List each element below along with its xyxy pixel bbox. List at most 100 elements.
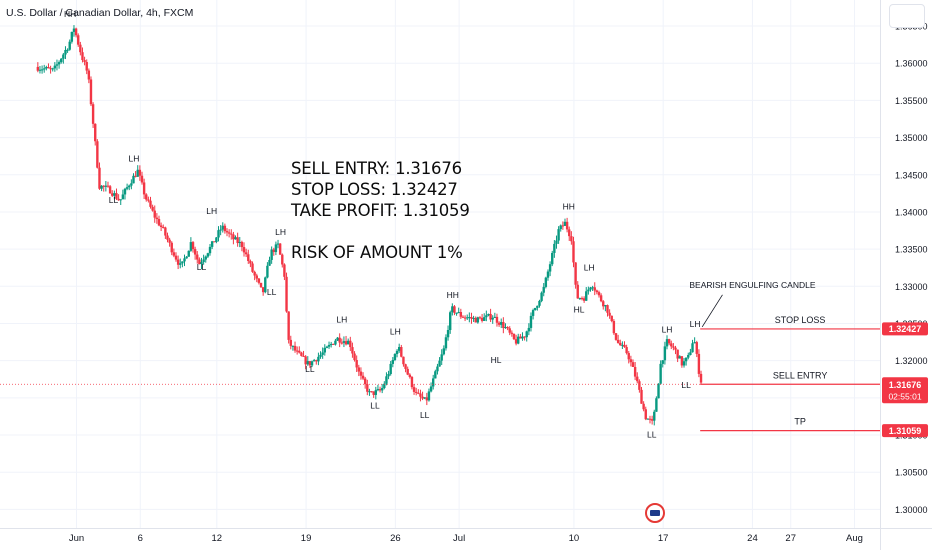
candle-body	[602, 301, 605, 307]
swing-label: LH	[662, 324, 673, 334]
sell-entry-text: SELL ENTRY: 1.31676	[291, 159, 462, 178]
bearish-engulfing-arrow	[701, 294, 723, 328]
candle-body	[434, 371, 437, 379]
risk-text: RISK OF AMOUNT 1%	[291, 243, 463, 262]
candle-body	[631, 362, 635, 367]
candle-body	[659, 363, 662, 384]
candle-body	[164, 227, 167, 236]
candle-body	[285, 276, 288, 312]
candle-body	[166, 235, 169, 240]
candle-body	[200, 262, 203, 265]
candle-body	[304, 356, 307, 365]
candle-body	[213, 241, 216, 243]
candle-body	[404, 364, 407, 369]
candle-body	[380, 388, 384, 391]
price-tick-label: 1.32000	[895, 356, 928, 366]
candle-body	[332, 343, 335, 345]
candle-body	[94, 123, 97, 142]
swing-label: LL	[420, 410, 430, 420]
candle-body	[410, 376, 414, 388]
candle-body	[193, 249, 197, 255]
stop-loss-text: STOP LOSS: 1.32427	[291, 180, 458, 199]
swing-label: LH	[336, 315, 347, 325]
candle-body	[217, 230, 220, 238]
candle-body	[45, 67, 48, 69]
candle-body	[77, 35, 80, 45]
time-tick-label: 26	[390, 533, 401, 544]
candle-body	[599, 295, 603, 302]
candle-body	[540, 292, 543, 301]
candle-body	[289, 339, 292, 346]
candle-body	[251, 263, 254, 272]
candle-body	[576, 284, 579, 299]
candle-body	[676, 349, 679, 359]
candle-body	[597, 292, 601, 296]
candle-body	[87, 70, 91, 80]
time-axis[interactable]: Jun 6 12 19 26 Jul 10 17 24 27 Aug	[0, 528, 932, 545]
price-axis[interactable]: 1.300001.305001.310001.315001.320001.325…	[880, 0, 928, 550]
candle-body	[187, 250, 190, 257]
candle-body	[510, 332, 514, 334]
trade-levels: STOP LOSS SELL ENTRY TP	[0, 315, 880, 432]
candle-body	[431, 378, 435, 387]
candle-body	[43, 68, 46, 70]
candle-body	[270, 249, 273, 260]
author-logo-icon[interactable]	[645, 503, 665, 523]
price-tick-label: 1.36000	[895, 59, 928, 69]
candle-body	[406, 368, 409, 375]
candle-body	[47, 67, 50, 69]
candle-body	[565, 221, 569, 230]
candle-body	[349, 340, 352, 348]
candle-body	[391, 360, 395, 364]
swing-label: LH	[206, 206, 217, 216]
candle-body	[236, 237, 239, 244]
candle-body	[591, 287, 594, 289]
candle-body	[55, 64, 59, 66]
swing-label: LH	[584, 263, 595, 273]
candle-body	[189, 242, 193, 251]
candle-body	[306, 361, 309, 365]
candle-body	[621, 344, 624, 346]
candle-body	[329, 343, 333, 345]
candle-body	[355, 360, 358, 368]
candle-body	[519, 336, 522, 339]
swing-label: HL	[491, 355, 502, 365]
candle-body	[185, 256, 188, 259]
candle-body	[438, 360, 441, 367]
candle-body	[453, 306, 456, 313]
candle-body	[257, 278, 261, 283]
candle-body	[157, 219, 161, 226]
stop-loss-price-tag: 1.32427	[889, 324, 922, 334]
candle-body	[242, 247, 246, 253]
candle-body	[414, 391, 418, 393]
candle-body	[580, 298, 584, 300]
candle-body	[315, 360, 318, 362]
candle-body	[283, 264, 286, 277]
candle-body	[610, 315, 613, 322]
candle-body	[162, 227, 165, 229]
candle-body	[572, 241, 575, 263]
candle-body	[359, 371, 363, 376]
candle-body	[444, 337, 448, 349]
chart-menu-button[interactable]	[889, 4, 925, 28]
candle-body	[512, 333, 516, 340]
candle-body	[461, 316, 465, 318]
candle-body	[244, 252, 248, 255]
candles	[36, 25, 703, 426]
candle-body	[151, 206, 154, 211]
candle-body	[682, 361, 686, 366]
candle-body	[232, 234, 235, 240]
candle-body	[612, 321, 616, 334]
candle-body	[353, 353, 356, 361]
swing-label: LL	[647, 429, 657, 439]
level-label: SELL ENTRY	[773, 370, 828, 380]
candle-body	[421, 396, 424, 399]
candle-body	[155, 217, 159, 220]
swing-label: LH	[390, 327, 401, 337]
countdown-tag: 02:55:01	[888, 391, 921, 401]
candle-body	[559, 225, 562, 230]
candle-body	[89, 79, 93, 105]
level-label: STOP LOSS	[775, 315, 826, 325]
candle-body	[667, 339, 671, 344]
